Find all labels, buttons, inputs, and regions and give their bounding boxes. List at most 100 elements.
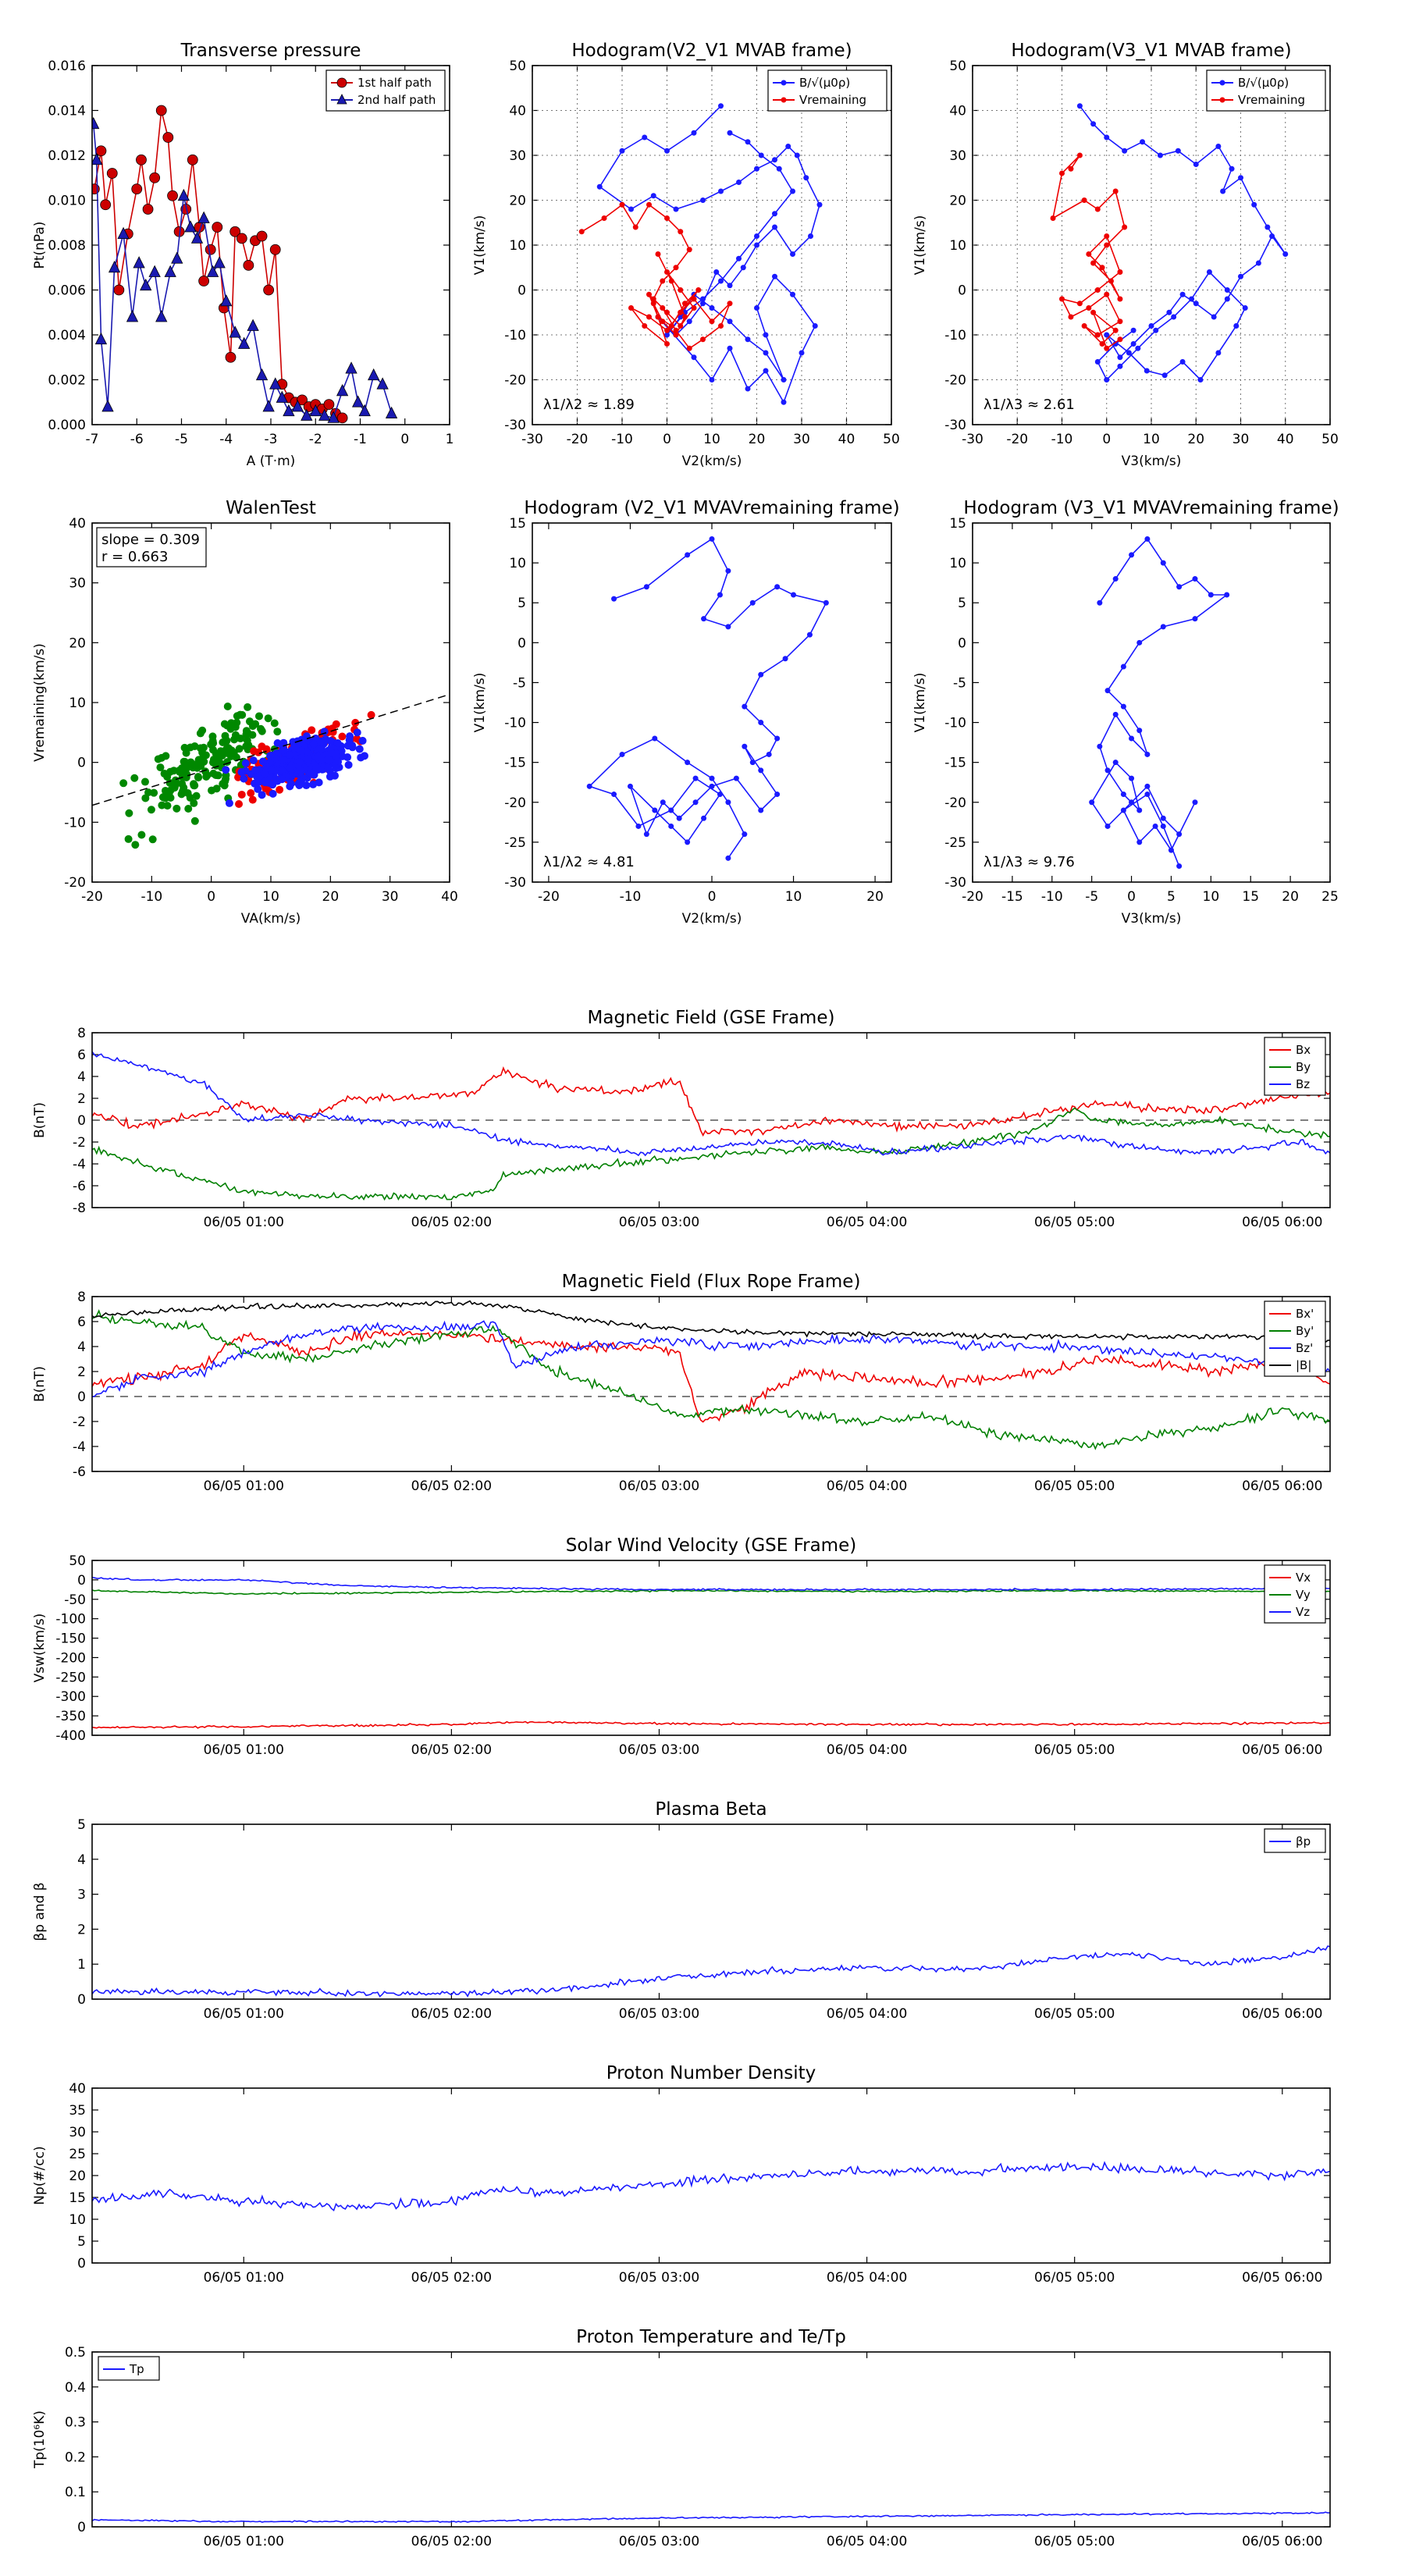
point-marker bbox=[1094, 206, 1101, 212]
walen-point bbox=[258, 727, 266, 735]
point-marker bbox=[601, 215, 607, 221]
plot-area bbox=[1089, 535, 1230, 870]
point-marker bbox=[700, 296, 706, 302]
x-tick-label: -1 bbox=[354, 432, 367, 447]
legend-label: 1st half path bbox=[357, 76, 432, 90]
axes-frame bbox=[972, 522, 1331, 883]
plot-area bbox=[578, 103, 823, 405]
legend-label: Vremaining bbox=[799, 93, 866, 107]
point-marker bbox=[812, 323, 818, 329]
walen-point bbox=[269, 781, 277, 789]
point-marker bbox=[736, 255, 742, 262]
legend-label: 2nd half path bbox=[357, 93, 436, 107]
circle-marker bbox=[229, 226, 241, 237]
walen-point bbox=[260, 770, 269, 778]
point-marker bbox=[673, 206, 679, 212]
walen-point bbox=[201, 751, 210, 760]
point-marker bbox=[718, 188, 724, 194]
point-marker bbox=[718, 103, 724, 109]
y-tick-label: -300 bbox=[55, 1689, 86, 1705]
point-marker bbox=[1117, 354, 1123, 361]
y-tick-label: -15 bbox=[944, 756, 966, 771]
walen-point bbox=[254, 712, 263, 720]
walen-point bbox=[338, 732, 347, 741]
y-tick-label: 0.4 bbox=[65, 2380, 86, 2396]
point-marker bbox=[727, 130, 733, 136]
y-axis-label: Tp(10⁶K) bbox=[32, 2411, 48, 2469]
walen-point bbox=[124, 834, 133, 843]
point-marker bbox=[758, 671, 764, 678]
triangle-marker bbox=[238, 336, 251, 349]
triangle-marker bbox=[213, 256, 226, 269]
y-tick-label: 40 bbox=[69, 2081, 86, 2097]
point-marker bbox=[1104, 233, 1110, 239]
legend-box bbox=[767, 69, 887, 112]
point-marker bbox=[691, 305, 697, 311]
point-marker bbox=[1242, 305, 1248, 311]
point-marker bbox=[1086, 251, 1092, 257]
point-marker bbox=[1238, 273, 1243, 279]
walen-point bbox=[248, 795, 257, 804]
y-tick-label: 0.016 bbox=[48, 59, 86, 74]
point-marker bbox=[754, 305, 759, 311]
point-marker bbox=[1136, 807, 1143, 813]
walen-point bbox=[270, 719, 279, 728]
point-marker bbox=[642, 323, 648, 329]
y-tick-label: 0 bbox=[958, 283, 966, 299]
triangle-marker bbox=[309, 404, 322, 417]
walen-point bbox=[154, 755, 162, 763]
chart-title: Hodogram(V3_V1 MVAB frame) bbox=[1011, 41, 1291, 61]
walen-point bbox=[273, 728, 282, 736]
x-axis-label: A (T·m) bbox=[247, 454, 296, 469]
point-marker bbox=[781, 399, 787, 405]
point-marker bbox=[1224, 287, 1230, 293]
point-marker bbox=[1136, 639, 1143, 646]
circle-marker bbox=[162, 132, 174, 143]
walen-point bbox=[163, 802, 172, 810]
series-line-s0 bbox=[92, 2161, 1330, 2211]
chart-np: Proton Number Density 06/05 01:00 06/05 02… bbox=[32, 2063, 1331, 2286]
point-marker bbox=[763, 368, 769, 374]
walen-point bbox=[333, 738, 342, 747]
point-marker bbox=[700, 301, 706, 307]
y-tick-label: -30 bbox=[504, 875, 526, 891]
series-line-B bbox=[92, 1300, 1330, 1343]
point-marker bbox=[1104, 345, 1110, 351]
walen-point bbox=[160, 770, 169, 778]
x-tick-label: 06/05 02:00 bbox=[411, 1478, 492, 1494]
walen-point bbox=[269, 789, 277, 798]
walen-point bbox=[325, 767, 334, 775]
point-marker bbox=[727, 283, 733, 289]
axes-frame bbox=[532, 65, 892, 425]
circle-marker bbox=[323, 399, 335, 411]
point-marker bbox=[611, 792, 617, 798]
chart-title: Transverse pressure bbox=[180, 41, 361, 61]
circle-marker bbox=[269, 244, 281, 255]
point-marker bbox=[1192, 616, 1198, 622]
point-marker bbox=[1175, 148, 1181, 154]
eigen-ratio-annotation: λ1/λ3 ≈ 2.61 bbox=[984, 397, 1075, 413]
plot-area bbox=[92, 1300, 1330, 1450]
walen-point bbox=[225, 799, 233, 807]
point-marker bbox=[635, 823, 642, 829]
y-tick-label: 4 bbox=[77, 1340, 86, 1355]
x-tick-label: 40 bbox=[441, 889, 458, 905]
x-tick-label: 06/05 01:00 bbox=[204, 2270, 284, 2286]
legend-label: Vz bbox=[1296, 1605, 1310, 1619]
walen-point bbox=[208, 786, 216, 795]
point-marker bbox=[749, 760, 756, 766]
x-tick-label: 06/05 06:00 bbox=[1242, 2006, 1322, 2022]
x-tick-label: -10 bbox=[1041, 889, 1063, 905]
point-marker bbox=[803, 175, 809, 181]
y-tick-label: 10 bbox=[949, 556, 966, 571]
walen-point bbox=[209, 739, 218, 748]
walen-point bbox=[276, 785, 284, 794]
walen-point bbox=[223, 721, 232, 730]
point-marker bbox=[1176, 584, 1183, 590]
point-marker bbox=[1094, 332, 1101, 338]
x-tick-label: 06/05 06:00 bbox=[1242, 2270, 1322, 2286]
legend-label: By' bbox=[1296, 1324, 1314, 1338]
point-marker bbox=[701, 815, 707, 821]
x-tick-label: 0 bbox=[207, 889, 215, 905]
